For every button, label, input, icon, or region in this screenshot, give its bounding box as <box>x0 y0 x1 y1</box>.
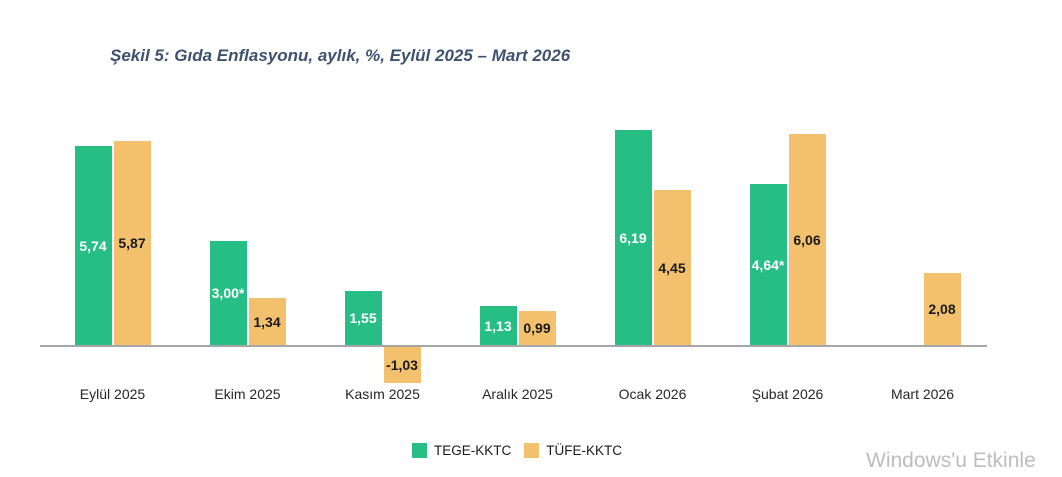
bar-value-label: 3,00* <box>211 285 245 301</box>
legend-entry: TÜFE-KKTC <box>524 443 622 458</box>
chart-title: Şekil 5: Gıda Enflasyonu, aylık, %, Eylü… <box>110 46 571 65</box>
bar-value-label: 6,19 <box>619 229 647 246</box>
category-label: Ekim 2025 <box>214 386 281 402</box>
bar-segment: -1,03 <box>383 347 421 383</box>
legend-entry: TEGE-KKTC <box>411 443 512 458</box>
bar-segment: 2,08 <box>923 273 961 345</box>
bar-segment: 1,34 <box>248 298 286 345</box>
legend: TEGE-KKTC TÜFE-KKTC <box>411 443 622 458</box>
legend-label: TEGE-KKTC <box>433 443 512 458</box>
windows-activation-watermark: Windows'u Etkinle <box>866 449 1036 472</box>
bar-segment: 1,55 <box>344 291 382 345</box>
bar-value-label: 5,87 <box>118 235 146 251</box>
category-label: Eylül 2025 <box>79 386 146 402</box>
legend-swatch-icon <box>524 443 540 458</box>
bar-value-label: -1,03 <box>386 357 418 373</box>
bar-value-label: 1,55 <box>349 310 377 326</box>
category-label: Kasım 2025 <box>345 386 420 402</box>
category-label: Aralık 2025 <box>482 386 553 402</box>
category-label: Mart 2026 <box>890 386 955 402</box>
bar-segment: 4,45 <box>653 190 691 345</box>
x-axis-line <box>40 345 987 347</box>
bar-value-label: 0,99 <box>523 320 551 336</box>
bar-value-label: 2,08 <box>928 301 956 317</box>
bar-segment: 1,13 <box>479 306 517 345</box>
bar-value-label: 5,74 <box>79 237 107 254</box>
category-label: Şubat 2026 <box>751 386 824 402</box>
bar-value-label: 1,13 <box>484 317 512 334</box>
bar-segment: 3,00* <box>209 241 247 345</box>
bar-segment: 5,87 <box>113 141 151 345</box>
category-label: Ocak 2026 <box>618 386 687 402</box>
bar-value-label: 6,06 <box>793 231 821 248</box>
bar-segment: 4,64* <box>749 184 787 345</box>
legend-label: TÜFE-KKTC <box>546 443 623 458</box>
bar-value-label: 4,64* <box>751 256 785 273</box>
bar-segment: 5,74 <box>74 146 112 345</box>
bar-value-label: 4,45 <box>658 259 686 276</box>
bar-segment: 0,99 <box>518 311 556 345</box>
bar-value-label: 1,34 <box>253 313 281 330</box>
legend-swatch-icon <box>411 443 427 458</box>
bar-segment: 6,06 <box>788 134 826 345</box>
bar-segment: 6,19 <box>614 130 652 345</box>
